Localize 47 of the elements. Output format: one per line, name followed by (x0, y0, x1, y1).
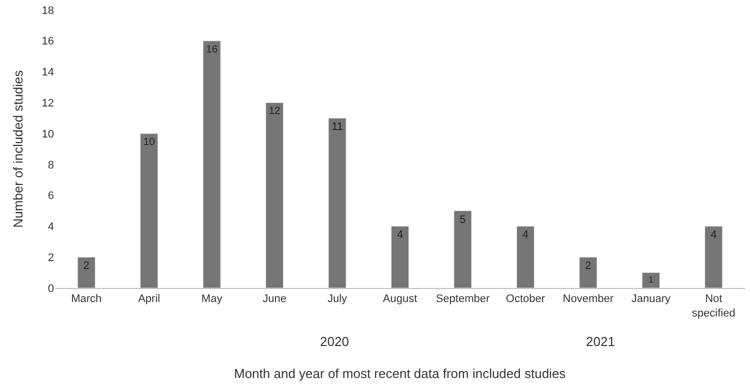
y-tick-label: 12 (42, 98, 54, 110)
x-tick-label: June (262, 293, 286, 306)
y-tick-label: 2 (48, 252, 54, 264)
data-label: 4 (522, 229, 529, 242)
x-tick-label: September (436, 293, 490, 306)
x-tick-label: April (138, 293, 160, 306)
bar (579, 256, 598, 288)
bar (328, 118, 346, 288)
bar (454, 210, 472, 288)
y-tick-label: 6 (48, 190, 54, 202)
bar (266, 102, 284, 288)
y-tick-label: 18 (42, 4, 54, 17)
y-tick-label: 16 (42, 36, 54, 48)
text: 2021 (586, 334, 615, 349)
bar (140, 133, 158, 288)
x-tick-label: Not specified (692, 293, 736, 320)
bar (516, 226, 534, 288)
x-tick-label: May (201, 293, 223, 306)
data-label: 11 (332, 121, 343, 134)
data-label: 2 (585, 260, 592, 272)
data-label: 16 (206, 44, 218, 56)
data-label: 4 (396, 229, 404, 242)
x-tick-label: October (506, 293, 546, 306)
x-tick-label: November (562, 293, 614, 306)
bar (704, 226, 723, 288)
y-axis-title: Number of included studies (10, 70, 26, 228)
data-label: 12 (268, 106, 281, 118)
x-tick-label: March (71, 293, 102, 306)
y-tick-label: 8 (48, 159, 54, 172)
x-tick-label: January (631, 293, 671, 306)
bar (77, 256, 96, 288)
y-tick-label: 4 (48, 221, 54, 234)
bar (202, 40, 221, 288)
data-label: 5 (460, 214, 466, 226)
y-tick-label: 0 (48, 282, 54, 295)
data-label: 2 (83, 260, 90, 272)
text: 2020 (320, 334, 349, 349)
y-tick-label: 10 (42, 128, 54, 140)
data-label: 1 (648, 274, 654, 285)
y-tick-label: 14 (42, 66, 54, 79)
data-label: 10 (143, 137, 156, 148)
bar (390, 226, 410, 288)
x-tick-label: July (327, 293, 348, 306)
x-axis-title: Month and year of most recent data from included studies (234, 366, 566, 381)
bar (642, 272, 660, 288)
data-label: 4 (710, 229, 717, 242)
x-tick-label: August (382, 293, 418, 306)
